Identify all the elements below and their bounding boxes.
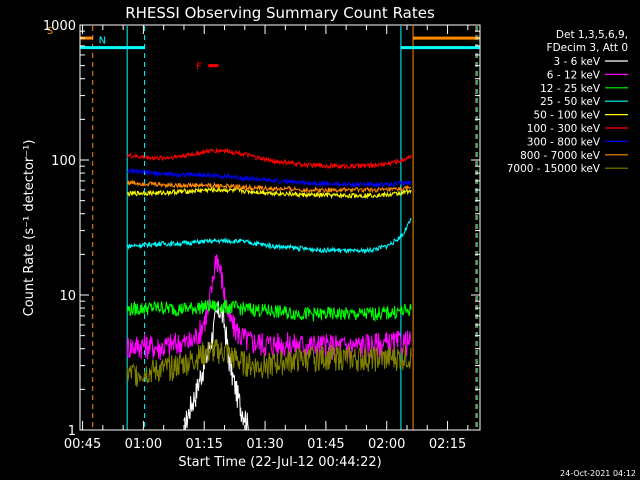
series-line-300-800-kev bbox=[126, 168, 412, 189]
y-tick-label-1: 10 bbox=[59, 289, 76, 304]
series-line-7000-15000-kev bbox=[126, 338, 412, 387]
x-tick-label-2: 01:15 bbox=[185, 437, 222, 452]
series-line-25-50-kev bbox=[126, 218, 412, 255]
legend-entry-label-2: 12 - 25 keV bbox=[540, 83, 601, 95]
flag-marker-label-s: S bbox=[47, 26, 53, 37]
x-axis-label: Start Time (22-Jul-12 00:44:22) bbox=[178, 455, 381, 470]
legend-entry-label-1: 6 - 12 keV bbox=[547, 69, 601, 81]
legend-entry-label-4: 50 - 100 keV bbox=[533, 110, 600, 122]
x-tick-label-0: 00:45 bbox=[64, 437, 101, 452]
axes: 1 10 100 1000 00:45 01:00 01:15 01:30 01:45 02:00… bbox=[43, 19, 480, 452]
flag-marker-label-f: F bbox=[196, 62, 202, 73]
x-tick-label-3: 01:30 bbox=[246, 437, 283, 452]
y-tick-label-3: 1000 bbox=[43, 19, 76, 34]
chart-title: RHESSI Observing Summary Count Rates bbox=[125, 4, 435, 22]
series-line-800-7000-kev bbox=[126, 179, 412, 194]
legend-entry-label-6: 300 - 800 keV bbox=[527, 136, 601, 148]
legend-entry-label-3: 25 - 50 keV bbox=[540, 96, 601, 108]
x-tick-label-5: 02:00 bbox=[368, 437, 405, 452]
legend: Det 1,3,5,6,9,FDecim 3, Att 0 3 - 6 keV6 … bbox=[507, 29, 628, 175]
y-tick-label-2: 100 bbox=[51, 154, 76, 169]
series-line-12-25-kev bbox=[126, 298, 412, 323]
flag-marker-label-n: N bbox=[99, 36, 106, 47]
series-line-6-12-kev bbox=[126, 254, 412, 361]
y-axis-label: Count Rate (s⁻¹ detector⁻¹) bbox=[22, 140, 37, 317]
x-tick-label-6: 02:15 bbox=[429, 437, 466, 452]
legend-entry-label-5: 100 - 300 keV bbox=[527, 123, 601, 135]
legend-entry-label-8: 7000 - 15000 keV bbox=[507, 163, 601, 175]
series-line-100-300-kev bbox=[126, 147, 412, 170]
y-tick-label-0: 1 bbox=[68, 424, 76, 439]
plot-frame bbox=[79, 24, 481, 431]
data-marks: S N F bbox=[47, 26, 480, 431]
legend-header-0: Det 1,3,5,6,9, bbox=[556, 29, 628, 41]
generated-timestamp: 24-Oct-2021 04:12 bbox=[560, 469, 636, 478]
series-line-50-100-kev bbox=[126, 185, 412, 200]
x-tick-label-4: 01:45 bbox=[307, 437, 344, 452]
legend-header-1: FDecim 3, Att 0 bbox=[547, 42, 628, 54]
legend-entry-label-0: 3 - 6 keV bbox=[553, 56, 600, 68]
x-tick-label-1: 01:00 bbox=[125, 437, 162, 452]
series-line-3-6-kev bbox=[183, 301, 249, 431]
legend-entry-label-7: 800 - 7000 keV bbox=[520, 150, 601, 162]
